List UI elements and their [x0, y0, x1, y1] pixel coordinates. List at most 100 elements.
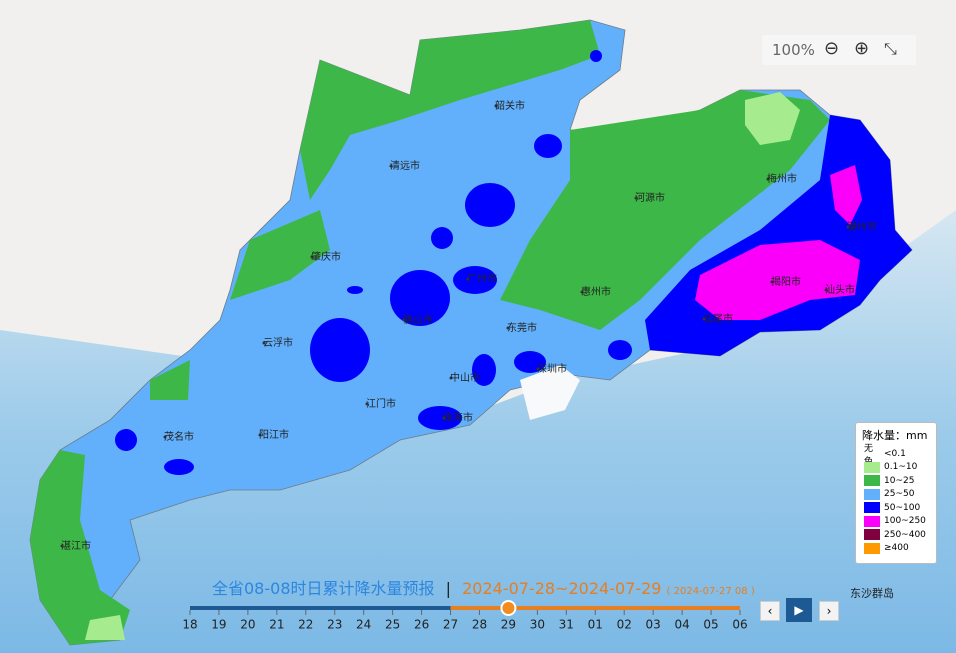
legend-label: 0.1~10: [884, 462, 918, 473]
city-dot: [258, 433, 262, 437]
legend: 降水量：mm 无色<0.10.1~10 10~25 25~50 50~100 100~2…: [855, 422, 937, 564]
legend-swatch: [864, 542, 880, 554]
island-label: 东沙群岛: [850, 586, 894, 600]
city-label: 潮州市: [847, 220, 877, 233]
legend-swatch: [864, 529, 880, 541]
city-label: 广州市: [467, 272, 497, 285]
timeline-tick-label[interactable]: 22: [298, 618, 313, 632]
legend-item: 100~250: [864, 515, 936, 529]
zoom-control: 100% ⊖ ⊕ ⤡: [762, 35, 916, 65]
legend-item: 25~50: [864, 488, 936, 502]
city-label: 湛江市: [61, 539, 91, 552]
timeline-tick-label[interactable]: 05: [703, 618, 718, 632]
city-dot: [824, 288, 828, 292]
prev-button[interactable]: ‹: [760, 601, 780, 621]
city-label: 佛山市: [403, 313, 433, 326]
play-button[interactable]: ▶: [786, 598, 812, 622]
timeline-tick-label[interactable]: 31: [559, 618, 574, 632]
city-dot: [634, 196, 638, 200]
timeline-tick-label[interactable]: 01: [588, 618, 603, 632]
timeline-tick-label[interactable]: 18: [182, 618, 197, 632]
city-label: 汕头市: [825, 283, 855, 296]
city-dot: [506, 326, 510, 330]
timeline-tick-label[interactable]: 02: [617, 618, 632, 632]
city-label: 肇庆市: [311, 250, 341, 263]
separator: |: [445, 579, 451, 598]
forecast-range: 2024-07-28~2024-07-29: [462, 579, 662, 598]
timeline-tick-label[interactable]: 28: [472, 618, 487, 632]
city-dot: [163, 435, 167, 439]
timeline-tick-label[interactable]: 23: [327, 618, 342, 632]
zoom-level: 100%: [772, 41, 815, 59]
city-dot: [60, 544, 64, 548]
legend-item: ≥400: [864, 542, 936, 556]
city-label: 惠州市: [581, 285, 611, 298]
fullscreen-button[interactable]: ⤡: [884, 39, 897, 58]
timeline-knob[interactable]: [500, 600, 517, 616]
city-dot: [365, 402, 369, 406]
city-label: 揭阳市: [771, 275, 801, 288]
city-dot: [310, 255, 314, 259]
timeline-tick-label[interactable]: 24: [356, 618, 371, 632]
timeline-tick-label[interactable]: 25: [385, 618, 400, 632]
legend-title: 降水量：mm: [862, 429, 928, 442]
city-label: 深圳市: [537, 362, 567, 375]
legend-label: <0.1: [884, 448, 906, 459]
city-label: 云浮市: [263, 336, 293, 349]
timeline-tick-label[interactable]: 03: [646, 618, 661, 632]
timeline-tick-label[interactable]: 21: [269, 618, 284, 632]
timeline-tick-label[interactable]: 30: [530, 618, 545, 632]
next-button[interactable]: ›: [819, 601, 839, 621]
zoom-in-button[interactable]: ⊕: [854, 38, 870, 59]
timeline-tick-label[interactable]: 29: [501, 618, 516, 632]
issued-time: ( 2024-07-27 08 ): [666, 586, 755, 597]
city-label: 汕尾市: [703, 312, 733, 325]
timeline-tick-label[interactable]: 20: [240, 618, 255, 632]
zoom-out-button[interactable]: ⊖: [824, 38, 840, 59]
legend-swatch: [864, 488, 880, 500]
city-dot: [442, 416, 446, 420]
timeline-tick-label[interactable]: 04: [674, 618, 689, 632]
legend-item: 无色<0.1: [864, 444, 936, 467]
city-label: 珠海市: [443, 411, 473, 424]
legend-item: 250~400: [864, 528, 936, 542]
city-label: 阳江市: [259, 428, 289, 441]
legend-item: 10~25: [864, 474, 936, 488]
timeline-tick-label[interactable]: 27: [443, 618, 458, 632]
timeline-tick-label[interactable]: 26: [414, 618, 429, 632]
legend-label: 25~50: [884, 489, 915, 500]
city-dot: [536, 367, 540, 371]
city-dot: [389, 164, 393, 168]
city-dot: [262, 341, 266, 345]
timeline-tick-label[interactable]: 19: [211, 618, 226, 632]
city-label: 韶关市: [495, 99, 525, 112]
legend-item: 50~100: [864, 501, 936, 515]
legend-label: 10~25: [884, 475, 915, 486]
forecast-header: 全省08-08时日累计降水量预报 | 2024-07-28~2024-07-29…: [212, 575, 755, 599]
city-label: 茂名市: [164, 430, 194, 443]
city-label: 江门市: [366, 397, 396, 410]
city-dot: [580, 290, 584, 294]
city-dot: [402, 318, 406, 322]
legend-label: ≥400: [884, 543, 909, 554]
legend-swatch: [864, 515, 880, 527]
city-label: 东莞市: [507, 321, 537, 334]
city-label: 中山市: [450, 371, 480, 384]
legend-label: 100~250: [884, 516, 926, 527]
timeline-tick-label[interactable]: 06: [732, 618, 747, 632]
city-dot: [466, 277, 470, 281]
city-dot: [846, 225, 850, 229]
city-dot: [702, 317, 706, 321]
city-label: 河源市: [635, 191, 665, 204]
city-dot: [494, 104, 498, 108]
city-label: 梅州市: [767, 172, 797, 185]
city-dot: [449, 376, 453, 380]
forecast-title: 全省08-08时日累计降水量预报: [212, 579, 435, 598]
sea: [0, 210, 956, 653]
legend-swatch: [864, 502, 880, 514]
islands: [520, 365, 580, 420]
legend-label: 50~100: [884, 502, 921, 513]
city-dot: [766, 177, 770, 181]
